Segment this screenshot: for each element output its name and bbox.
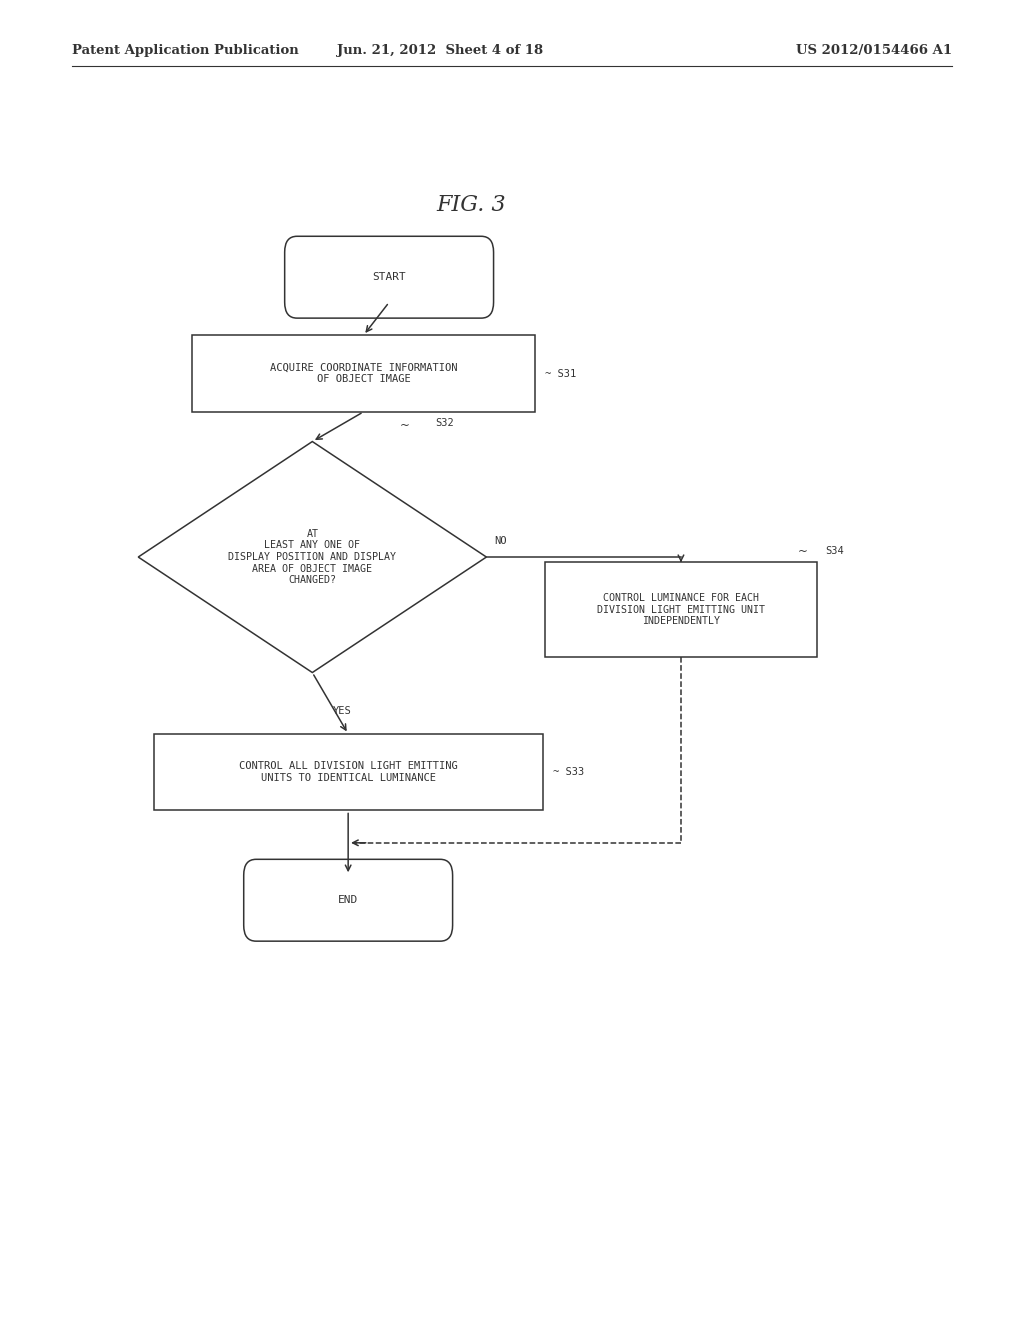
Text: CONTROL ALL DIVISION LIGHT EMITTING
UNITS TO IDENTICAL LUMINANCE: CONTROL ALL DIVISION LIGHT EMITTING UNIT… — [239, 762, 458, 783]
Text: YES: YES — [333, 706, 351, 715]
Bar — [154, 734, 543, 810]
Text: US 2012/0154466 A1: US 2012/0154466 A1 — [797, 44, 952, 57]
Text: CONTROL LUMINANCE FOR EACH
DIVISION LIGHT EMITTING UNIT
INDEPENDENTLY: CONTROL LUMINANCE FOR EACH DIVISION LIGH… — [597, 593, 765, 627]
Text: FIG. 3: FIG. 3 — [436, 194, 506, 215]
Text: S32: S32 — [435, 418, 454, 428]
Text: NO: NO — [495, 536, 507, 546]
Bar — [545, 562, 817, 657]
Text: START: START — [373, 272, 406, 282]
Text: Patent Application Publication: Patent Application Publication — [72, 44, 298, 57]
Text: ~ S33: ~ S33 — [553, 767, 585, 777]
FancyBboxPatch shape — [285, 236, 494, 318]
Text: ACQUIRE COORDINATE INFORMATION
OF OBJECT IMAGE: ACQUIRE COORDINATE INFORMATION OF OBJECT… — [269, 363, 458, 384]
FancyBboxPatch shape — [244, 859, 453, 941]
Bar — [191, 335, 535, 412]
Text: Jun. 21, 2012  Sheet 4 of 18: Jun. 21, 2012 Sheet 4 of 18 — [337, 44, 544, 57]
Text: ~: ~ — [799, 545, 808, 558]
Text: ~: ~ — [399, 420, 410, 433]
Text: S34: S34 — [825, 545, 844, 556]
Text: END: END — [338, 895, 358, 906]
Text: AT
LEAST ANY ONE OF
DISPLAY POSITION AND DISPLAY
AREA OF OBJECT IMAGE
CHANGED?: AT LEAST ANY ONE OF DISPLAY POSITION AND… — [228, 529, 396, 585]
Text: ~ S31: ~ S31 — [545, 368, 577, 379]
Polygon shape — [138, 441, 486, 673]
